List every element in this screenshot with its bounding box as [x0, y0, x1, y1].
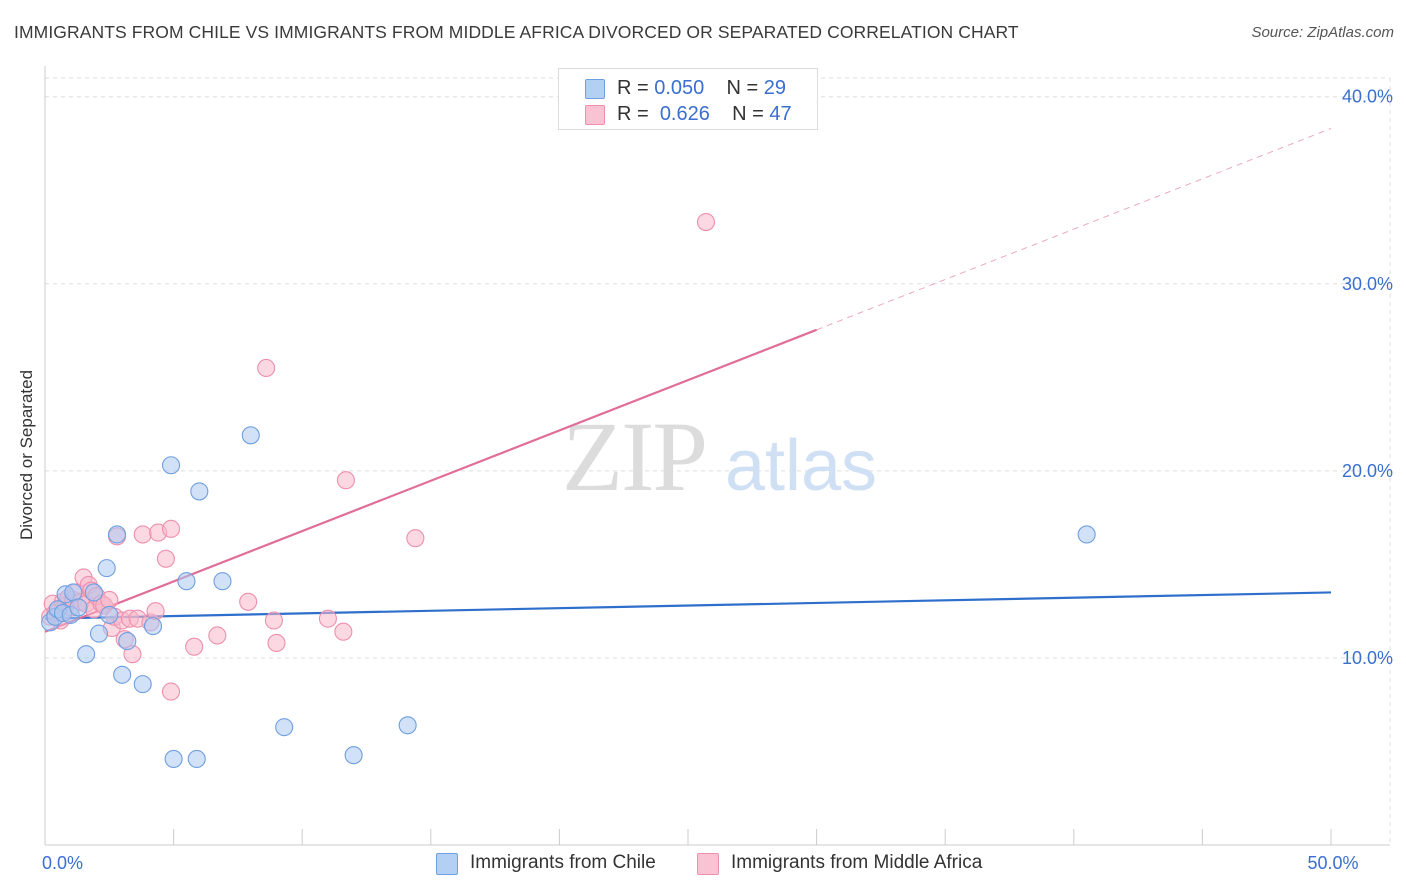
- chile-point: [97, 559, 116, 578]
- chile-point: [89, 624, 109, 643]
- africa-point: [156, 549, 175, 568]
- africa-point: [257, 358, 276, 378]
- series-label-chile: Immigrants from Chile: [470, 852, 656, 873]
- legend-r-label: R =: [617, 103, 649, 125]
- grid-lines: [45, 77, 1391, 845]
- legend-n-chile: 29: [763, 77, 787, 99]
- chart-title: IMMIGRANTS FROM CHILE VS IMMIGRANTS FROM…: [14, 22, 1019, 42]
- data-points: [41, 212, 1096, 768]
- legend-n-label: N =: [732, 103, 764, 125]
- africa-point: [146, 602, 165, 621]
- chile-point: [143, 617, 163, 636]
- africa-point: [267, 633, 286, 653]
- legend-r-africa: 0.626: [659, 103, 710, 125]
- africa-point: [336, 471, 355, 490]
- chile-point: [164, 749, 183, 768]
- chile-point: [344, 746, 363, 765]
- watermark-atlas: atlas: [725, 426, 877, 506]
- chile-point: [275, 718, 294, 737]
- chile-point: [187, 749, 206, 768]
- watermark-zip: ZIP: [562, 401, 706, 512]
- axes: [44, 66, 1390, 846]
- africa-point: [208, 626, 227, 645]
- legend-n-label: N =: [726, 77, 759, 99]
- africa-point: [161, 519, 181, 538]
- chile-point: [84, 583, 103, 602]
- africa-point: [133, 525, 152, 544]
- chile-point: [133, 675, 152, 694]
- chile-point: [113, 665, 132, 684]
- x-tick-label: 0.0%: [42, 853, 83, 873]
- africa-point: [185, 637, 204, 656]
- series-swatch-chile: [436, 853, 458, 875]
- y-tick-label: 20.0%: [1342, 461, 1393, 481]
- legend-r-label: R =: [617, 77, 649, 99]
- chile-point: [1077, 525, 1096, 544]
- trend-line-africa: [44, 328, 818, 633]
- chile-point: [398, 716, 417, 735]
- trend-line-extension: [816, 128, 1332, 331]
- chile-point: [241, 426, 260, 445]
- trend-line-chile: [44, 591, 1332, 620]
- chile-point: [190, 482, 209, 501]
- chile-point: [69, 598, 88, 617]
- tick-labels: 10.0% 20.0% 30.0% 40.0% 0.0% 50.0%: [42, 87, 1393, 873]
- chile-point: [100, 605, 119, 624]
- series-swatch-africa: [697, 853, 719, 875]
- legend-n-africa: 47: [769, 103, 792, 125]
- chile-point: [118, 632, 137, 651]
- africa-point: [264, 611, 283, 630]
- y-tick-label: 10.0%: [1342, 648, 1393, 668]
- chile-point: [161, 456, 181, 475]
- chile-point: [64, 583, 83, 602]
- source-credit: Source: ZipAtlas.com: [1251, 24, 1394, 41]
- legend-r-chile: 0.050: [654, 77, 705, 99]
- y-tick-label: 40.0%: [1342, 87, 1393, 107]
- chile-point: [177, 572, 196, 591]
- chile-point: [77, 645, 96, 664]
- africa-point: [406, 529, 425, 548]
- trend-lines: [44, 128, 1332, 633]
- africa-point: [696, 212, 716, 232]
- africa-point: [239, 592, 258, 611]
- legend-swatch-africa: [585, 105, 605, 125]
- x-tick-label: 50.0%: [1307, 853, 1358, 873]
- watermark: ZIP atlas: [562, 401, 877, 512]
- africa-point: [318, 609, 337, 628]
- africa-point: [334, 622, 353, 641]
- africa-point: [161, 682, 181, 701]
- stats-legend: R = 0.050 N = 29 R = 0.626 N = 47: [558, 68, 818, 130]
- legend-swatch-chile: [585, 79, 605, 99]
- series-label-africa: Immigrants from Middle Africa: [731, 852, 983, 873]
- chile-point: [107, 525, 127, 544]
- y-tick-label: 30.0%: [1342, 274, 1393, 294]
- chile-point: [213, 572, 232, 591]
